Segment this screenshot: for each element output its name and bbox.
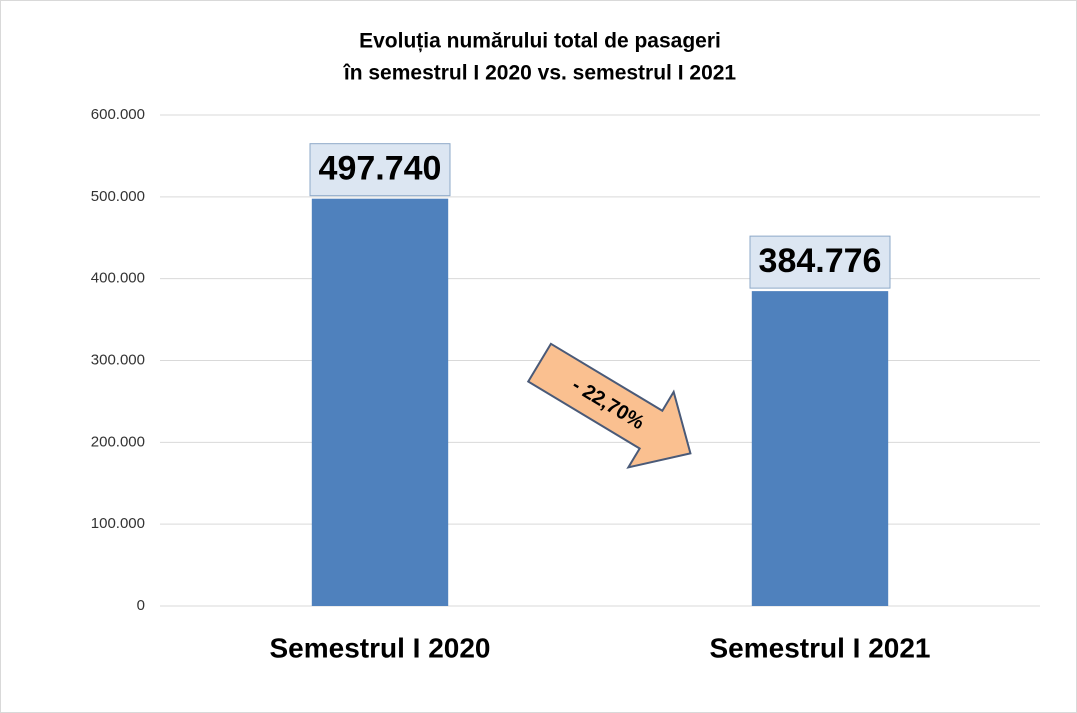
y-tick-label: 300.000 [91,351,145,368]
x-tick-label: Semestrul I 2020 [269,632,490,663]
y-tick-label: 600.000 [91,106,145,123]
chart-title: Evoluția numărului total de pasageri [359,30,721,53]
y-tick-label: 100.000 [91,515,145,532]
y-tick-label: 400.000 [91,270,145,287]
y-tick-label: 500.000 [91,188,145,205]
bar [311,198,449,606]
y-tick-label: 200.000 [91,433,145,450]
value-label-box [309,143,451,197]
x-tick-label: Semestrul I 2021 [709,632,930,663]
y-tick-label: 0 [137,597,145,614]
value-label-box [749,235,891,289]
arrow-shape [526,342,692,469]
change-arrow: - 22,70% [526,342,692,469]
bar [751,291,889,606]
value-label: 497.740 [319,150,442,188]
value-label: 384.776 [759,242,882,280]
chart-title: în semestrul I 2020 vs. semestrul I 2021 [343,62,737,85]
